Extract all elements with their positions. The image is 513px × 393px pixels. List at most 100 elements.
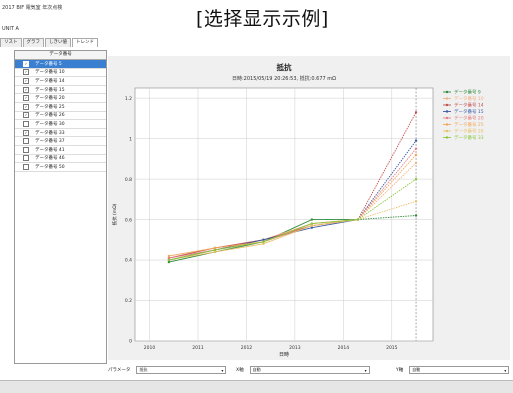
list-item-label: データ番号 33 — [35, 130, 65, 136]
list-item[interactable]: ✓ データ番号 15 — [15, 86, 106, 95]
data-point — [414, 161, 418, 165]
data-point — [414, 214, 418, 217]
report-title: 2017 BIF 電気室 年次点検 — [2, 5, 63, 11]
data-point — [167, 254, 171, 258]
checkbox[interactable]: ✓ — [23, 86, 29, 93]
y-tick-label: 0.8 — [125, 177, 132, 183]
checkbox[interactable] — [23, 120, 29, 127]
status-bar — [0, 380, 513, 393]
list-item[interactable]: ✓ データ番号 10 — [15, 69, 106, 78]
chart-title: 抵抗 — [277, 62, 292, 72]
list-item[interactable]: ✓ データ番号 14 — [15, 77, 106, 86]
list-item[interactable]: データ番号 30 — [15, 120, 106, 129]
chevron-down-icon: ▾ — [504, 367, 507, 373]
legend-marker — [445, 123, 449, 126]
y-axis-value: 自動 — [412, 367, 421, 372]
data-point — [310, 222, 314, 225]
tab-threshold[interactable]: しきい値 — [45, 38, 71, 47]
list-item-label: データ番号 41 — [35, 147, 65, 153]
legend-marker — [445, 103, 449, 107]
checkbox[interactable]: ✓ — [23, 77, 29, 84]
y-axis-select[interactable]: 自動 ▾ — [409, 366, 510, 374]
data-point — [167, 260, 171, 264]
list-item[interactable]: データ番号 50 — [15, 163, 106, 172]
checkbox[interactable]: ✓ — [23, 69, 29, 76]
y-tick-label: 0.4 — [125, 258, 132, 264]
param-value: 抵抗 — [139, 367, 148, 372]
legend-marker — [445, 129, 449, 133]
data-point — [213, 246, 217, 250]
list-header: データ番号 — [15, 51, 106, 60]
x-axis-value: 自動 — [252, 367, 261, 372]
tab-graph[interactable]: グラフ — [22, 38, 44, 47]
data-point — [262, 240, 265, 244]
x-axis-control: X軸 自動 ▾ — [236, 366, 370, 374]
checkbox[interactable]: ✓ — [23, 103, 29, 110]
tab-bar: リスト グラフ しきい値 トレンド — [0, 38, 99, 47]
list-item-label: データ番号 46 — [35, 156, 65, 162]
data-point — [167, 258, 171, 262]
data-point — [414, 200, 418, 203]
list-item[interactable]: ✓ データ番号 33 — [15, 129, 106, 138]
trend-chart: 抵抗 日時:2015/05/19 20:26:53, 抵抗:0.677 mΩ 0 0.… — [108, 56, 510, 360]
list-item[interactable]: データ番号 46 — [15, 155, 106, 164]
x-tick-label: 2014 — [338, 345, 350, 351]
list-item-label: データ番号 37 — [35, 139, 65, 145]
y-tick-label: 0.2 — [125, 298, 132, 304]
data-point — [310, 226, 314, 229]
data-number-list: データ番号 ✓ データ番号 5 ✓ データ番号 10 ✓ データ番号 14 ✓ データ番号 1… — [14, 50, 107, 364]
list-item-label: データ番号 15 — [35, 87, 65, 93]
y-axis-label: 抵抗 (mΩ) — [111, 203, 118, 225]
list-item[interactable]: ✓ データ番号 25 — [15, 103, 106, 112]
legend-marker — [445, 97, 449, 100]
checkbox[interactable]: ✓ — [23, 95, 29, 102]
checkbox[interactable] — [23, 163, 29, 170]
series-line-segment — [357, 148, 417, 220]
series-line-segment — [357, 162, 417, 220]
x-tick-label: 2013 — [289, 345, 301, 351]
legend-label: データ番号 25 — [454, 121, 484, 128]
x-axis-label: 日時 — [279, 352, 289, 358]
list-item-label: データ番号 20 — [35, 96, 65, 102]
list-item[interactable]: ✓ データ番号 26 — [15, 112, 106, 121]
list-item-label: データ番号 5 — [35, 61, 62, 67]
data-point — [262, 242, 265, 246]
param-label: パラメータ — [108, 368, 131, 373]
list-item[interactable]: ✓ データ番号 5 — [15, 60, 106, 69]
x-tick-label: 2011 — [192, 345, 204, 351]
y-axis-control: Y軸 自動 ▾ — [396, 366, 510, 374]
chevron-down-icon: ▾ — [364, 367, 367, 373]
list-item[interactable]: データ番号 41 — [15, 146, 106, 155]
legend-marker — [445, 116, 449, 120]
legend-label: データ番号 14 — [454, 102, 484, 109]
list-item-label: データ番号 10 — [35, 70, 65, 76]
data-point — [414, 153, 418, 156]
data-point — [414, 177, 418, 181]
tab-list[interactable]: リスト — [0, 38, 22, 47]
list-item[interactable]: データ番号 37 — [15, 137, 106, 146]
checkbox[interactable]: ✓ — [23, 129, 29, 136]
checkbox[interactable] — [23, 138, 29, 145]
legend-label: データ番号 26 — [454, 128, 484, 135]
data-point — [213, 248, 217, 252]
legend-label: データ番号 15 — [454, 108, 484, 115]
list-item[interactable]: ✓ データ番号 20 — [15, 94, 106, 103]
legend-label: データ番号 33 — [454, 134, 484, 141]
data-point — [356, 218, 360, 221]
checkbox[interactable]: ✓ — [23, 112, 29, 119]
x-axis-select[interactable]: 自動 ▾ — [249, 366, 370, 374]
list-item-label: データ番号 14 — [35, 78, 65, 84]
legend-label: データ番号 10 — [454, 95, 484, 102]
unit-label: UNIT A — [2, 26, 19, 32]
series-line-segment — [357, 215, 417, 221]
checkbox[interactable] — [23, 146, 29, 153]
tab-trend[interactable]: トレンド — [72, 38, 98, 47]
y-tick-label: 1.2 — [125, 96, 132, 102]
param-select[interactable]: 抵抗 ▾ — [136, 366, 227, 374]
checkbox[interactable] — [23, 155, 29, 162]
x-axis-label: X軸 — [236, 368, 244, 373]
checkbox[interactable]: ✓ — [23, 60, 29, 67]
list-item-label: データ番号 30 — [35, 121, 65, 127]
plot-area — [134, 87, 434, 342]
